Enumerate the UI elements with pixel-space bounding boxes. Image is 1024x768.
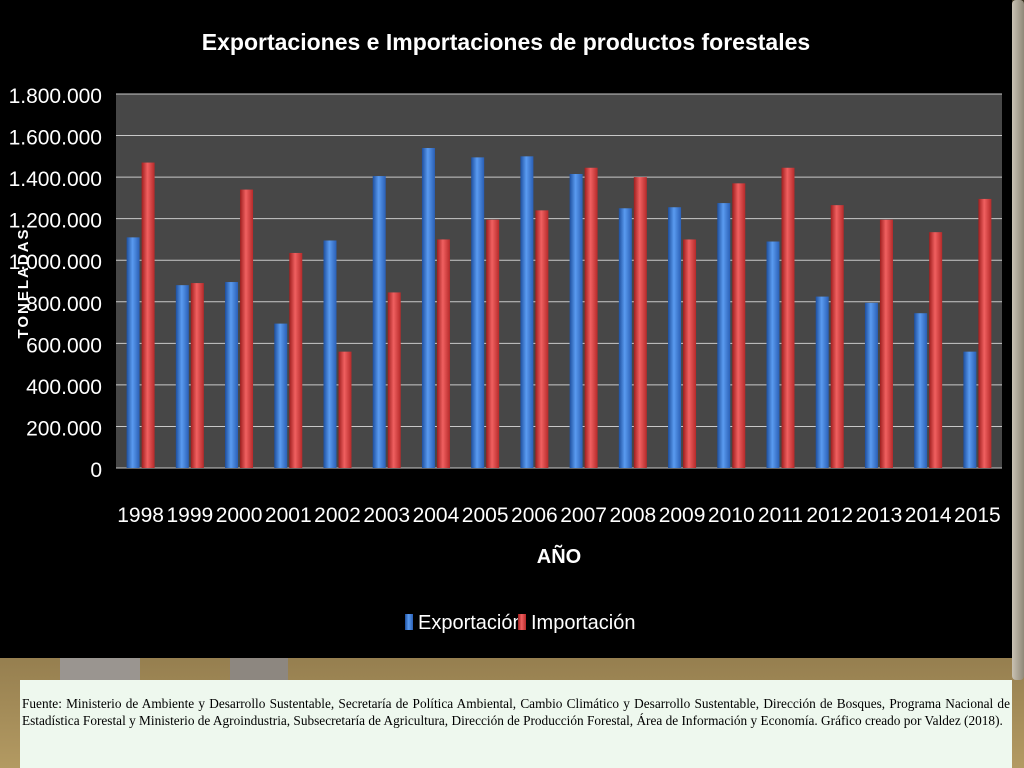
x-tick-label: 2015 — [954, 504, 1001, 527]
bar-exportacion — [520, 156, 534, 469]
legend-label-importacion: Importación — [531, 612, 636, 634]
bar-exportacion — [471, 157, 485, 468]
legend-swatch-exportacion — [405, 614, 413, 630]
y-tick-label: 1.200.000 — [9, 210, 102, 233]
source-note: Fuente: Ministerio de Ambiente y Desarro… — [22, 696, 1010, 728]
bar-exportacion — [421, 148, 435, 468]
bar-importacion — [879, 219, 893, 468]
y-tick-label: 1.000.000 — [9, 251, 102, 274]
chart-panel: 0 200.000 400.000 600.000 800.000 1.000.000 1.… — [0, 0, 1012, 658]
bar-importacion — [929, 232, 943, 468]
y-tick-label: 600.000 — [26, 334, 102, 357]
bar-exportacion — [766, 241, 780, 468]
x-tick-label: 2006 — [511, 504, 558, 527]
chart-title: Exportaciones e Importaciones de product… — [202, 29, 810, 55]
bar-importacion — [338, 351, 352, 468]
bar-exportacion — [372, 176, 386, 469]
bar-importacion — [633, 177, 647, 468]
bar-importacion — [486, 219, 500, 468]
x-tick-label: 2002 — [314, 504, 361, 527]
x-tick-label: 1998 — [117, 504, 164, 527]
y-tick-label: 400.000 — [26, 376, 102, 399]
bar-importacion — [978, 198, 992, 468]
bar-exportacion — [225, 282, 239, 468]
bar-exportacion — [126, 237, 140, 468]
bar-exportacion — [323, 240, 337, 468]
bar-exportacion — [618, 208, 632, 468]
bar-chart: 0 200.000 400.000 600.000 800.000 1.000.000 1.… — [9, 29, 1002, 634]
x-tick-label: 2011 — [758, 504, 803, 527]
bar-importacion — [683, 239, 697, 468]
bar-importacion — [141, 162, 155, 469]
x-tick-label: 2001 — [265, 504, 312, 527]
y-tick-label: 0 — [90, 459, 102, 482]
x-tick-label: 2003 — [363, 504, 410, 527]
source-note-box: Fuente: Ministerio de Ambiente y Desarro… — [20, 680, 1012, 768]
bar-exportacion — [864, 302, 878, 468]
plot-area — [116, 94, 1002, 468]
legend-swatch-importacion — [518, 614, 526, 630]
bar-importacion — [830, 205, 844, 468]
x-tick-label: 2005 — [462, 504, 509, 527]
x-tick-label: 2009 — [659, 504, 706, 527]
bar-exportacion — [815, 296, 829, 468]
bar-exportacion — [569, 173, 583, 468]
legend: Exportación Importación — [405, 612, 636, 634]
x-axis-label: AÑO — [537, 545, 581, 568]
bar-importacion — [535, 210, 549, 468]
bar-exportacion — [914, 313, 928, 468]
x-tick-label: 2008 — [609, 504, 656, 527]
y-tick-label: 200.000 — [26, 417, 102, 440]
bar-importacion — [584, 167, 598, 468]
bar-exportacion — [668, 207, 682, 468]
x-tick-label: 2012 — [806, 504, 853, 527]
bar-importacion — [240, 189, 254, 469]
bar-exportacion — [274, 323, 288, 468]
bar-importacion — [436, 239, 450, 468]
y-tick-label: 1.600.000 — [9, 127, 102, 150]
bar-importacion — [732, 183, 746, 468]
y-tick-label: 800.000 — [26, 293, 102, 316]
bar-exportacion — [175, 285, 189, 468]
bar-importacion — [387, 292, 401, 468]
x-tick-label: 2000 — [216, 504, 263, 527]
x-tick-label: 2010 — [708, 504, 755, 527]
x-tick-label: 2014 — [905, 504, 952, 527]
bar-importacion — [289, 252, 303, 468]
bar-importacion — [781, 167, 795, 468]
x-tick-label: 1999 — [166, 504, 213, 527]
tree-trunk-decoration — [1012, 0, 1024, 680]
y-axis-label: TONELADAS — [15, 227, 32, 338]
x-tick-label: 2004 — [413, 504, 460, 527]
x-tick-label: 2007 — [560, 504, 607, 527]
y-tick-label: 1.400.000 — [9, 168, 102, 191]
x-tick-label: 2013 — [856, 504, 903, 527]
bar-exportacion — [717, 203, 731, 469]
bar-importacion — [190, 283, 204, 468]
y-tick-label: 1.800.000 — [9, 85, 102, 108]
legend-label-exportacion: Exportación — [418, 612, 524, 634]
bar-exportacion — [963, 351, 977, 468]
